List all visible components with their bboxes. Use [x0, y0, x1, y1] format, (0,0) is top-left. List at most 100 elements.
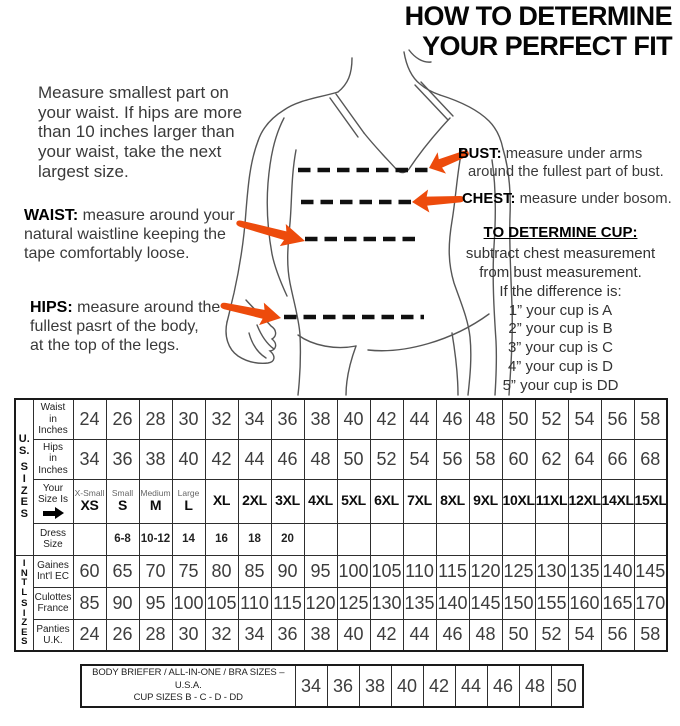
- table-cell: [468, 522, 503, 556]
- text-line: largest size.: [38, 161, 129, 181]
- table-cell-size: 9XL: [468, 478, 503, 524]
- table-cell: 50: [501, 618, 536, 652]
- vertical-char: Z: [20, 484, 28, 497]
- table-cell-size: 2XL: [237, 478, 272, 524]
- table-cell: 40: [336, 618, 371, 652]
- size-abbr: XL: [212, 492, 231, 509]
- table-cell: 95: [138, 586, 173, 620]
- table-cell: 28: [138, 398, 173, 440]
- vertical-char: S: [21, 598, 28, 609]
- size-abbr: 10XL: [502, 492, 535, 509]
- table-row-your-size: Your Size Is X-Small XS Small S Medium M Large L…: [15, 478, 668, 524]
- table-cell: 56: [600, 398, 635, 440]
- table-cell: 48: [518, 664, 552, 708]
- table-cell-size: 8XL: [435, 478, 470, 524]
- text-line: Measure smallest part on: [38, 83, 229, 102]
- table-row-hips: Hips in Inches 34 36 38 40 42 44 46 48 50 52 54 56 58 6…: [15, 438, 668, 480]
- table-cell: 40: [171, 438, 206, 480]
- waist-label: WAIST:: [24, 207, 79, 224]
- table-cell: 60: [72, 554, 107, 588]
- table-cell: 36: [270, 398, 305, 440]
- vertical-char: I: [22, 558, 26, 569]
- table-cell: 140: [435, 586, 470, 620]
- hips-text: measure around the: [77, 299, 221, 316]
- hips-arrow-icon: [220, 302, 281, 326]
- table-cell: 34: [72, 438, 107, 480]
- cup-lines: subtract chest measurement from bust meas…: [441, 245, 680, 396]
- table-cell: 125: [501, 554, 536, 588]
- table-cell: 38: [303, 618, 338, 652]
- bra-table-label: BODY BRIEFER / ALL-IN-ONE / BRA SIZES – …: [80, 664, 296, 708]
- table-cell: 80: [204, 554, 239, 588]
- text-line: U.K.: [43, 634, 63, 646]
- table-cell: 42: [369, 398, 404, 440]
- table-cell: 34: [237, 618, 272, 652]
- table-cell: 65: [105, 554, 140, 588]
- table-cell: [501, 522, 536, 556]
- hips-label: HIPS:: [30, 299, 73, 316]
- table-cell: 44: [402, 618, 437, 652]
- table-cell: 46: [435, 618, 470, 652]
- table-row-panties: Panties U.K. 24 26 28 30 32 34 36 38 40 42 44 46 48 50…: [15, 618, 668, 652]
- table-cell: 34: [294, 664, 328, 708]
- table-cell: [600, 522, 635, 556]
- text-line: in: [49, 413, 57, 425]
- text-line: Size Is: [37, 494, 68, 505]
- page-title: HOW TO DETERMINE YOUR PERFECT FIT: [352, 1, 673, 61]
- text-line: subtract chest measurement: [465, 244, 656, 262]
- waist-arrow-icon: [236, 220, 305, 247]
- table-cell: 95: [303, 554, 338, 588]
- table-cell: 58: [633, 398, 668, 440]
- bust-text: measure under arms: [505, 146, 643, 162]
- bust-text: around the fullest part of bust.: [468, 163, 664, 180]
- table-cell: [72, 522, 107, 556]
- table-cell: 38: [138, 438, 173, 480]
- table-cell: 46: [270, 438, 305, 480]
- size-caption: Large: [177, 487, 200, 498]
- page-title-line1: HOW TO DETERMINE: [404, 1, 673, 31]
- table-cell: 170: [633, 586, 668, 620]
- size-abbr: 2XL: [242, 492, 267, 509]
- table-cell: 44: [237, 438, 272, 480]
- waist-text: measure around your: [82, 207, 235, 224]
- table-cell: 42: [204, 438, 239, 480]
- table-cell: 34: [237, 398, 272, 440]
- row-label-culottes: Culottes France: [32, 586, 74, 620]
- text-line: Waist: [40, 402, 66, 414]
- table-cell-size: XL: [204, 478, 239, 524]
- cup-instruction: TO DETERMINE CUP: subtract chest measure…: [441, 224, 680, 396]
- table-cell: 145: [633, 554, 668, 588]
- text-line: 3” your cup is C: [507, 339, 614, 357]
- size-abbr: 3XL: [275, 492, 300, 509]
- table-cell: 54: [402, 438, 437, 480]
- size-abbr: L: [184, 497, 193, 514]
- size-abbr: XS: [80, 497, 99, 514]
- text-line: Int'l EC: [37, 571, 69, 582]
- size-abbr: 15XL: [634, 492, 667, 509]
- table-cell: 58: [468, 438, 503, 480]
- text-line: than 10 inches larger than: [38, 122, 235, 142]
- chest-label: CHEST:: [462, 191, 516, 207]
- table-cell-size: Large L: [171, 478, 206, 524]
- table-cell: 36: [105, 438, 140, 480]
- table-cell: 42: [422, 664, 456, 708]
- table-cell: 150: [501, 586, 536, 620]
- table-cell: 52: [369, 438, 404, 480]
- table-cell: 26: [105, 398, 140, 440]
- table-cell: 38: [303, 398, 338, 440]
- row-label-hips: Hips in Inches: [32, 438, 74, 480]
- bust-instruction: BUST: measure under arms around the full…: [458, 146, 664, 181]
- table-cell: 30: [171, 398, 206, 440]
- table-cell: 110: [237, 586, 272, 620]
- table-cell: 50: [501, 398, 536, 440]
- measurement-dashed-lines: [284, 167, 430, 320]
- text-line: your waist, take the next: [38, 142, 222, 162]
- chest-text: measure under bosom.: [519, 191, 672, 207]
- row-label-dress: Dress Size: [32, 522, 74, 556]
- table-cell: 75: [171, 554, 206, 588]
- text-line: BODY BRIEFER / ALL-IN-ONE / BRA SIZES – …: [92, 667, 285, 691]
- table-cell: 48: [303, 438, 338, 480]
